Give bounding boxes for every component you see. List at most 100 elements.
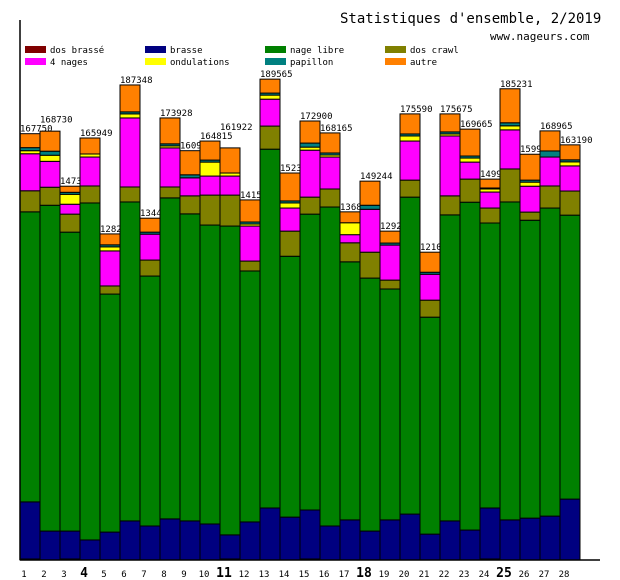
bar-group-day-27: 168965 xyxy=(539,122,573,561)
x-tick-label: 17 xyxy=(339,570,350,580)
bar-segment-4-nages xyxy=(419,273,441,301)
bar-segment-4-nages xyxy=(359,208,381,253)
x-tick-label: 27 xyxy=(539,570,550,580)
bar-segment-brasse xyxy=(119,520,141,561)
x-tick-label: 6 xyxy=(121,570,126,580)
bar-segment-dos-crawl xyxy=(459,178,481,203)
bar-segment-nage-libre xyxy=(459,201,481,531)
bar-segment-dos-crawl xyxy=(239,260,261,272)
bar-total-label: 167750 xyxy=(20,125,53,135)
legend-item: papillon xyxy=(265,58,333,68)
legend-item: dos crawl xyxy=(385,46,459,56)
bar-group-day-23: 169665 xyxy=(459,120,493,561)
legend-item: 4 nages xyxy=(25,58,88,68)
bar-segment-autre xyxy=(539,130,561,152)
bar-segment-autre xyxy=(519,153,541,181)
x-tick-label: 3 xyxy=(61,570,66,580)
bar-segment-brasse xyxy=(339,519,361,561)
bar-segment-4-nages xyxy=(379,244,401,281)
bar-segment-papillon xyxy=(39,150,61,156)
bar-segment-dos-crawl xyxy=(299,196,321,215)
bar-segment-nage-libre xyxy=(219,225,241,536)
bar-segment-autre xyxy=(499,88,521,124)
bar-segment-nage-libre xyxy=(179,213,201,522)
bar-segment-brasse xyxy=(19,501,41,560)
bar-segment-4-nages xyxy=(259,98,281,127)
bar-segment-brasse xyxy=(519,517,541,561)
bar-segment-nage-libre xyxy=(319,206,341,527)
x-tick-label: 26 xyxy=(519,570,530,580)
bar-segment-ondulations xyxy=(99,246,121,252)
bar-segment-brasse xyxy=(499,519,521,561)
bar-segment-brasse xyxy=(459,529,481,561)
bar-segment-4-nages xyxy=(159,147,181,188)
bar-segment-4-nages xyxy=(459,161,481,180)
bar-segment-brasse xyxy=(319,525,341,561)
bar-group-day-15: 172900 xyxy=(299,112,333,561)
legend-item: dos brassé xyxy=(25,45,104,56)
legend-swatch xyxy=(145,46,166,53)
bar-segment-4-nages xyxy=(559,165,581,192)
bar-segment-autre xyxy=(19,133,41,149)
bar-total-label: 1599 xyxy=(520,145,542,155)
bar-segment-4-nages xyxy=(499,129,521,170)
x-tick-label: 19 xyxy=(379,570,390,580)
bar-segment-autre xyxy=(79,137,101,155)
bar-segment-4-nages xyxy=(319,156,341,190)
x-tick-label: 23 xyxy=(459,570,470,580)
bar-segment-autre xyxy=(99,233,121,246)
bar-group-day-7: 1344 xyxy=(139,209,162,561)
bar-segment-dos-crawl xyxy=(399,179,421,198)
bar-segment-dos-crawl xyxy=(59,213,81,233)
bar-segment-4-nages xyxy=(519,185,541,213)
bar-segment-4-nages xyxy=(179,177,201,197)
bar-segment-dos-crawl xyxy=(119,186,141,203)
x-tick-label: 18 xyxy=(356,566,372,580)
bar-segment-ondulations xyxy=(119,113,141,119)
bar-segment-autre xyxy=(199,140,221,161)
bar-total-label: 172900 xyxy=(300,112,333,122)
legend-swatch xyxy=(265,46,286,53)
bar-total-label: 164815 xyxy=(200,132,233,142)
x-tick-label: 16 xyxy=(319,570,330,580)
bar-group-day-9: 1609 xyxy=(179,142,202,561)
bar-segment-autre xyxy=(159,117,181,145)
bar-segment-brasse xyxy=(179,520,201,561)
x-tick-label: 21 xyxy=(419,570,430,580)
bar-segment-ondulations xyxy=(339,222,361,236)
x-tick-label: 22 xyxy=(439,570,450,580)
bar-segment-autre xyxy=(379,230,401,244)
bar-segment-4-nages xyxy=(39,160,61,188)
bar-segment-nage-libre xyxy=(199,224,221,525)
bar-segment-brasse xyxy=(239,521,261,561)
bar-segment-nage-libre xyxy=(499,201,521,521)
bar-segment-ondulations xyxy=(199,161,221,177)
bar-segment-dos-crawl xyxy=(479,207,501,224)
bar-segment-brasse xyxy=(159,518,181,561)
bar-segment-ondulations xyxy=(259,94,281,100)
bar-segment-nage-libre xyxy=(39,204,61,532)
bar-group-day-17: 1368 xyxy=(339,203,362,561)
bar-segment-brasse xyxy=(359,530,381,561)
x-tick-label: 8 xyxy=(161,570,166,580)
x-tick-label: 28 xyxy=(559,570,570,580)
bar-segment-dos-crawl xyxy=(139,259,161,277)
bar-segment-4-nages xyxy=(539,156,561,187)
bar-total-label: 1473 xyxy=(60,177,82,187)
bar-segment-brasse xyxy=(199,523,221,561)
bar-segment-4-nages xyxy=(19,153,41,192)
bar-segment-nage-libre xyxy=(479,222,501,509)
bar-total-label: 149244 xyxy=(360,172,393,182)
bar-segment-brasse xyxy=(439,520,461,561)
bar-segment-ondulations xyxy=(519,181,541,187)
legend-swatch xyxy=(385,46,406,53)
bar-segment-nage-libre xyxy=(359,277,381,532)
x-tick-label: 7 xyxy=(141,570,146,580)
bar-segment-ondulations xyxy=(499,125,521,131)
bar-segment-nage-libre xyxy=(19,211,41,503)
bar-segment-brasse xyxy=(219,534,241,560)
bar-segment-brasse xyxy=(139,525,161,561)
bar-segment-nage-libre xyxy=(59,231,81,532)
bar-total-label: 1415 xyxy=(240,191,262,201)
bar-segment-nage-libre xyxy=(339,261,361,521)
